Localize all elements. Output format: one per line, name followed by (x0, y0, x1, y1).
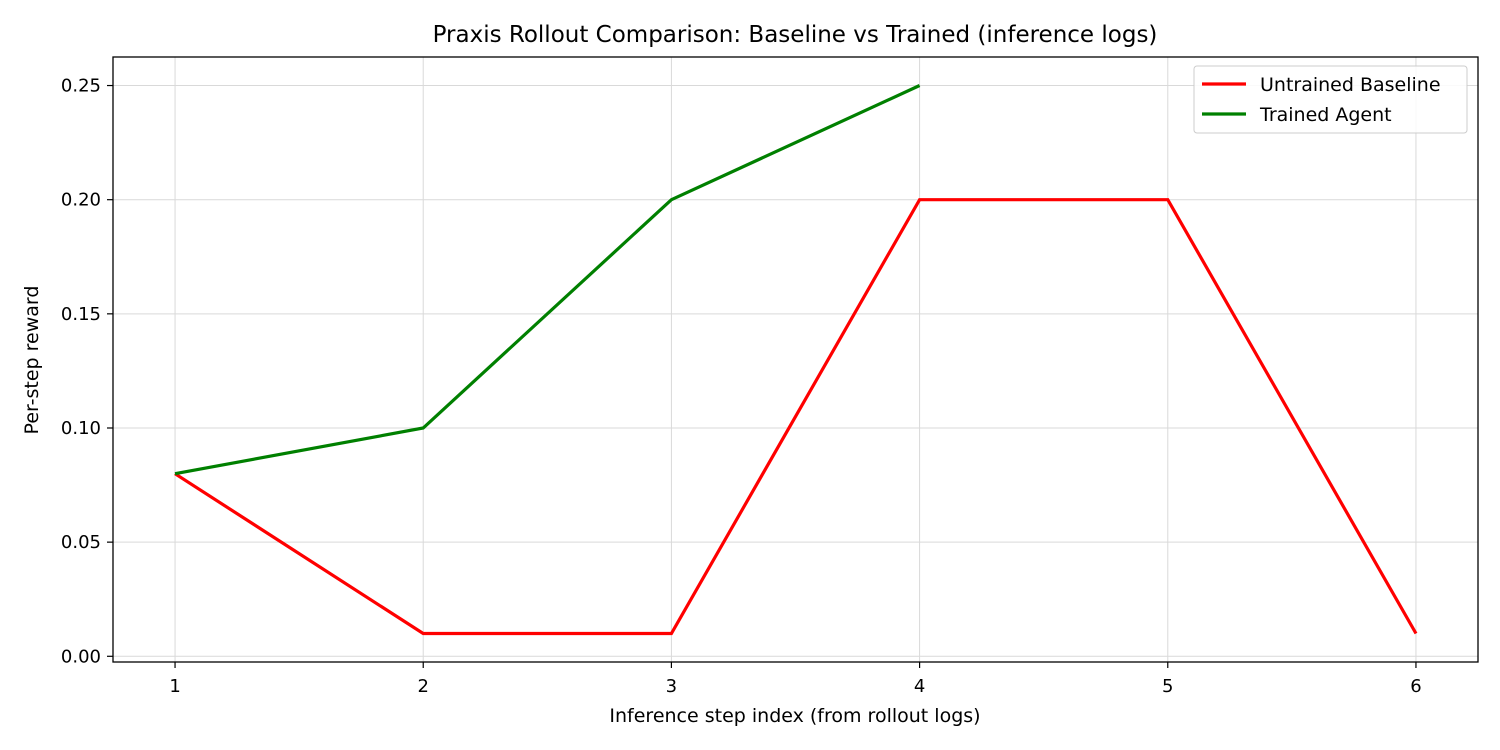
y-tick-label: 0.20 (61, 190, 101, 211)
gridlines (113, 57, 1478, 662)
x-tick-label: 1 (169, 676, 180, 697)
x-tick-label: 3 (666, 676, 677, 697)
legend-box (1193, 65, 1468, 134)
y-tick-label: 0.10 (61, 418, 101, 439)
y-axis-title: Per-step reward (21, 286, 43, 435)
x-tick-label: 2 (418, 676, 429, 697)
x-tick-label: 6 (1410, 676, 1421, 697)
x-tick-label: 5 (1162, 676, 1173, 697)
legend: Untrained Baseline Trained Agent (1193, 65, 1468, 134)
x-tick-label: 4 (914, 676, 925, 697)
y-axis: 0.00 0.05 0.10 0.15 0.20 0.25 (61, 76, 113, 667)
legend-label: Trained Agent (1259, 104, 1392, 126)
x-axis: 1 2 3 4 5 6 (169, 662, 1422, 697)
plot-frame (112, 56, 1479, 663)
series-line-trained-agent (174, 84, 921, 476)
chart-title: Praxis Rollout Comparison: Baseline vs T… (433, 22, 1158, 48)
series-line-untrained-baseline (174, 198, 1418, 636)
series-layer (174, 84, 1418, 636)
y-tick-label: 0.25 (61, 76, 101, 97)
x-axis-title: Inference step index (from rollout logs) (609, 705, 980, 727)
y-tick-label: 0.05 (61, 532, 101, 553)
y-tick-label: 0.15 (61, 304, 101, 325)
y-tick-label: 0.00 (61, 646, 101, 667)
legend-label: Untrained Baseline (1260, 74, 1441, 96)
